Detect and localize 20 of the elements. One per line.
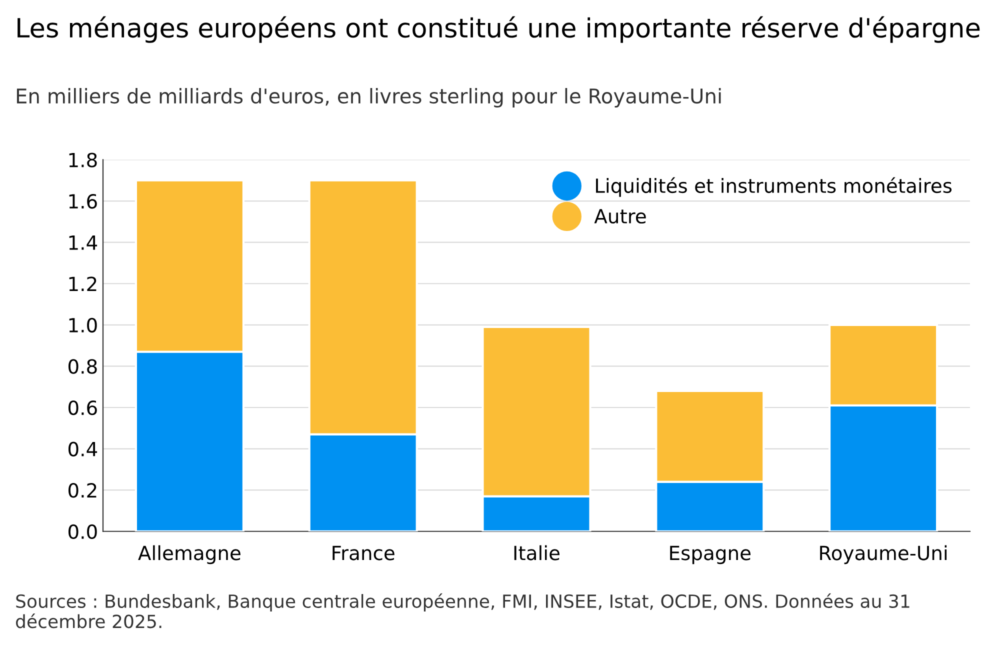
- y-tick-label: 1.2: [69, 276, 96, 292]
- y-tick-label: 1.8: [69, 152, 97, 168]
- x-tick-label: Italie: [514, 545, 560, 560]
- chart-title: Les ménages européens ont constitué une importante réserve d'épargne: [18, 16, 980, 43]
- x-tick-label: Espagne: [670, 546, 751, 564]
- legend-label: Liquidités et instruments monétaires: [596, 177, 952, 197]
- x-tick-label: Royaume-Uni: [820, 545, 947, 564]
- y-tick-label: 0.0: [68, 524, 97, 540]
- y-tick-label: 1.6: [69, 194, 97, 209]
- x-tick-label: France: [332, 546, 394, 560]
- y-tick-label: 0.4: [68, 442, 98, 456]
- legend-label: Autre: [594, 209, 646, 224]
- y-tick-label: 1.0: [69, 318, 97, 333]
- y-tick-label: 1.4: [69, 236, 98, 250]
- y-tick-label: 0.6: [68, 400, 97, 416]
- x-tick-label: Allemagne: [138, 545, 240, 564]
- y-tick-label: 0.8: [68, 359, 97, 374]
- y-tick-label: 0.2: [68, 483, 96, 498]
- chart-subtitle: En milliers de milliards d'euros, en livres sterling pour le Royaume-Uni: [16, 88, 721, 108]
- source-note: Sources : Bundesbank, Banque centrale européenne, FMI, INSEE, Istat, OCDE, ONS. Données au 31 décembre 2025.: [16, 593, 910, 628]
